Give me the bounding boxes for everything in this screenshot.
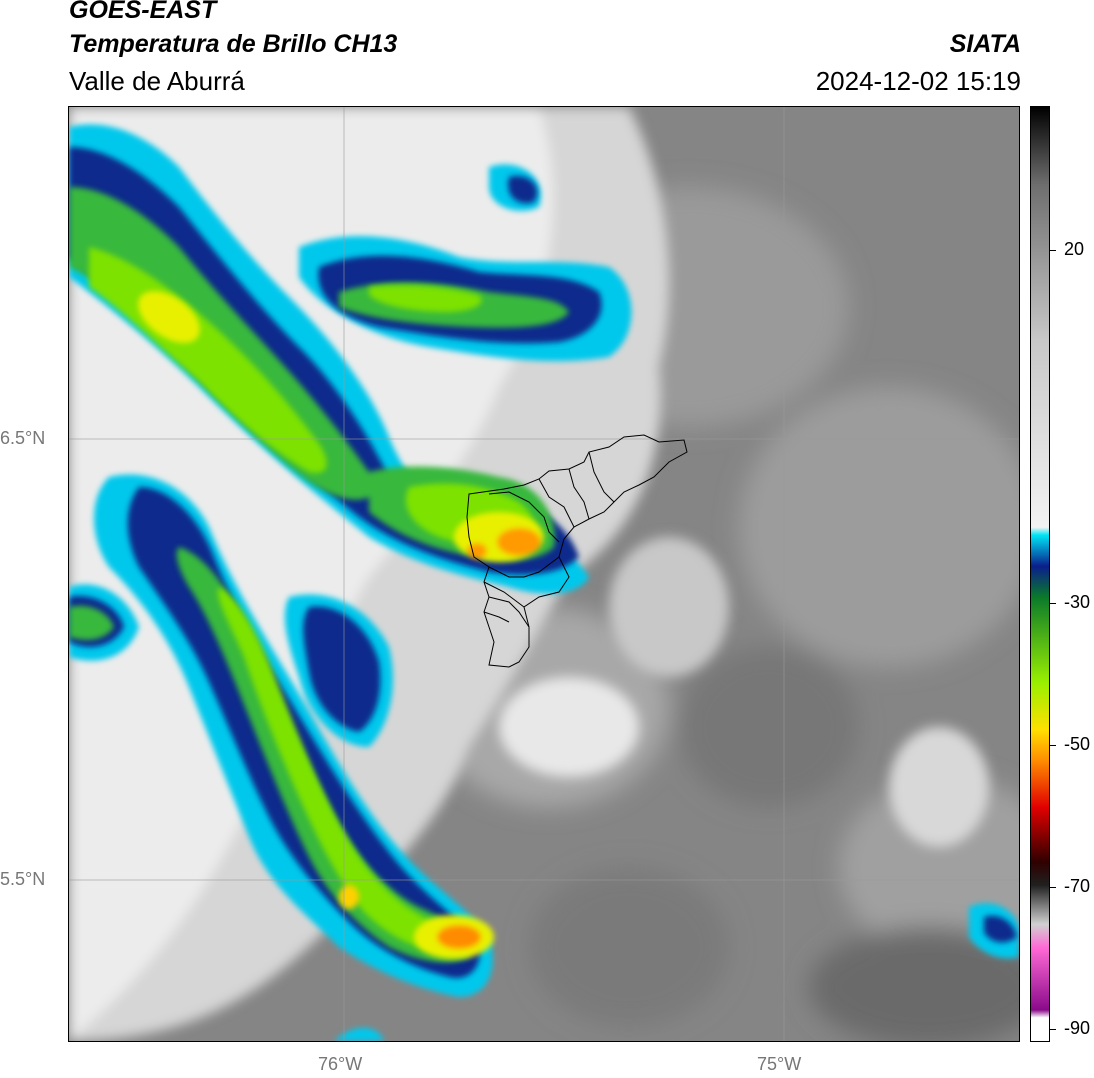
colorbar-label: -90 (1064, 1018, 1091, 1038)
colorbar-label: -30 (1064, 592, 1091, 612)
colorbar-tick (1050, 603, 1056, 604)
region-subtitle: Valle de Aburrá (69, 66, 245, 96)
colorbar-label: -70 (1064, 876, 1091, 896)
temperature-colorbar (1030, 106, 1050, 1042)
longitude-label: 76°W (318, 1054, 363, 1074)
longitude-label: 75°W (757, 1054, 802, 1074)
colorbar-tick (1050, 745, 1056, 746)
colorbar-tick (1050, 1029, 1056, 1030)
brand-label: SIATA (949, 30, 1021, 58)
datetime-label: 2024-12-02 15:19 (815, 66, 1021, 96)
colorbar-tick (1050, 250, 1056, 251)
product-title: Temperatura de Brillo CH13 (69, 30, 398, 58)
map-canvas (69, 107, 1019, 1041)
latitude-label: 5.5°N (0, 869, 46, 889)
colorbar-label: -50 (1064, 734, 1091, 754)
colorbar-tick (1050, 887, 1056, 888)
latitude-label: 6.5°N (0, 428, 46, 448)
map-gridlines (69, 107, 1019, 1041)
cold-cores (138, 291, 544, 959)
brightness-temperature-map[interactable] (68, 106, 1020, 1042)
colorbar-label: 20 (1064, 239, 1085, 259)
municipal-boundaries (466, 434, 688, 668)
satellite-title: GOES-EAST (69, 0, 217, 24)
